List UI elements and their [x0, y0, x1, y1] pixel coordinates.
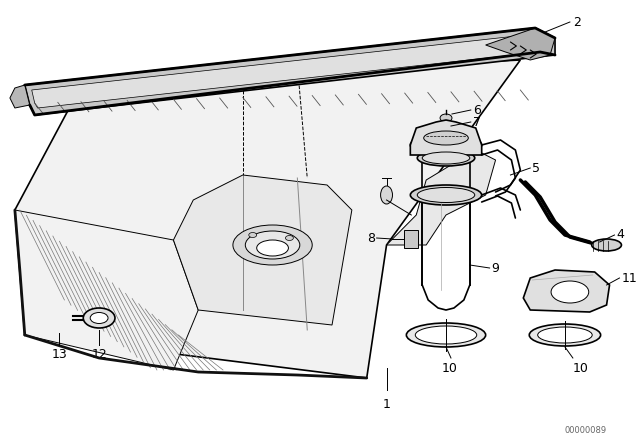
Ellipse shape — [440, 114, 452, 122]
Ellipse shape — [90, 313, 108, 323]
Polygon shape — [524, 270, 609, 312]
Text: 9: 9 — [492, 262, 499, 275]
Polygon shape — [15, 210, 198, 370]
Ellipse shape — [233, 225, 312, 265]
Ellipse shape — [592, 239, 621, 251]
Text: 00000089: 00000089 — [565, 426, 607, 435]
Ellipse shape — [257, 240, 289, 256]
Polygon shape — [25, 28, 555, 115]
Ellipse shape — [424, 131, 468, 145]
Polygon shape — [173, 175, 352, 325]
Ellipse shape — [410, 185, 482, 205]
Ellipse shape — [417, 188, 475, 202]
Polygon shape — [15, 60, 520, 378]
Ellipse shape — [406, 323, 486, 347]
Text: 13: 13 — [52, 348, 67, 361]
Text: 1: 1 — [383, 398, 390, 411]
Polygon shape — [10, 85, 29, 108]
Text: 11: 11 — [621, 271, 637, 284]
Bar — [404, 230, 419, 248]
Ellipse shape — [422, 152, 470, 164]
Text: 12: 12 — [92, 348, 107, 361]
Polygon shape — [486, 28, 555, 60]
Ellipse shape — [410, 134, 482, 156]
Text: 6: 6 — [473, 103, 481, 116]
Polygon shape — [32, 35, 540, 108]
Ellipse shape — [415, 326, 477, 344]
Ellipse shape — [441, 122, 451, 129]
Text: 3: 3 — [414, 211, 422, 224]
Text: 8: 8 — [367, 232, 374, 245]
Polygon shape — [387, 150, 495, 245]
Text: 2: 2 — [573, 16, 580, 29]
Ellipse shape — [538, 327, 592, 343]
Text: 7: 7 — [473, 116, 481, 129]
Polygon shape — [410, 120, 482, 155]
Text: 4: 4 — [616, 228, 625, 241]
Text: 10: 10 — [442, 362, 458, 375]
Ellipse shape — [551, 281, 589, 303]
Ellipse shape — [245, 231, 300, 259]
Ellipse shape — [83, 308, 115, 328]
Text: 5: 5 — [532, 161, 540, 175]
Ellipse shape — [417, 150, 475, 166]
Ellipse shape — [285, 236, 293, 241]
Text: 10: 10 — [573, 362, 589, 375]
Ellipse shape — [381, 186, 392, 204]
Ellipse shape — [529, 324, 600, 346]
Ellipse shape — [249, 233, 257, 237]
